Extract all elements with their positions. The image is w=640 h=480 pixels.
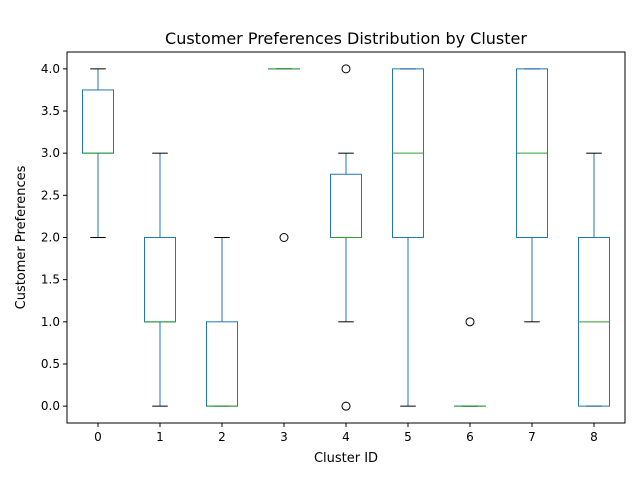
x-tick-label: 7	[528, 430, 536, 444]
box-group-cluster-8	[578, 152, 610, 407]
axes-frame	[66, 51, 626, 424]
y-tick-label: 2.5	[41, 188, 60, 202]
y-tick-label: 3.5	[41, 104, 60, 118]
box-group-cluster-7	[516, 68, 548, 323]
y-tick-label: 3.0	[41, 146, 60, 160]
box-group-cluster-0	[82, 68, 114, 238]
x-tick-label: 0	[94, 430, 102, 444]
x-tick-label: 2	[218, 430, 226, 444]
box	[206, 321, 238, 407]
box-group-cluster-4	[330, 64, 362, 411]
y-tick-label: 0.5	[41, 357, 60, 371]
box-group-cluster-3	[268, 68, 300, 242]
y-tick-label: 2.0	[41, 231, 60, 245]
box-group-cluster-2	[206, 237, 238, 407]
box	[330, 173, 362, 239]
outlier-point	[465, 317, 475, 327]
y-axis-label: Customer Preferences	[14, 165, 29, 309]
plot-area: 0.0 0.5 1.0 1.5 2.0 2.5 3.0 3.5 4.0 0 1 2 3 4 5 6 7 8	[41, 51, 626, 444]
x-tick-label: 8	[590, 430, 598, 444]
box-group-cluster-1	[144, 152, 176, 407]
y-tick-label: 1.0	[41, 315, 60, 329]
x-tick-label: 5	[404, 430, 412, 444]
y-tick-label: 1.5	[41, 273, 60, 287]
y-tick-label: 4.0	[41, 62, 60, 76]
box	[82, 89, 114, 154]
box-group-cluster-5	[392, 68, 424, 407]
x-tick-label: 1	[156, 430, 164, 444]
chart-title: Customer Preferences Distribution by Clu…	[165, 29, 527, 48]
outlier-point	[279, 233, 289, 242]
x-tick-label: 4	[342, 430, 350, 444]
outlier-point	[341, 64, 351, 74]
x-tick-label: 3	[280, 430, 288, 444]
outlier-point	[341, 401, 351, 411]
x-tick-label: 6	[466, 430, 474, 444]
x-axis-label: Cluster ID	[314, 451, 378, 466]
y-tick-label: 0.0	[41, 399, 60, 413]
box	[144, 237, 176, 323]
box-group-cluster-6	[454, 317, 486, 407]
